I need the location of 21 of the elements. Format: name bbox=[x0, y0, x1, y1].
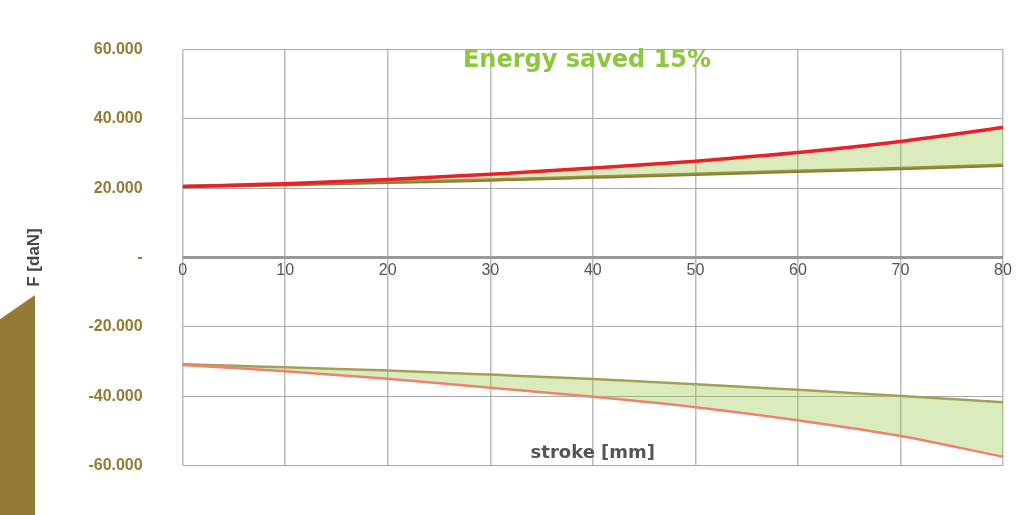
x-tick-label: 50 bbox=[686, 260, 705, 278]
x-tick-label: 70 bbox=[891, 260, 910, 278]
x-tick-label: 80 bbox=[994, 260, 1012, 278]
x-tick-label: 30 bbox=[481, 260, 500, 278]
y-tick-label: -40.000 bbox=[88, 386, 143, 404]
y-tick-label: -60.000 bbox=[88, 455, 143, 473]
annotation: Energy saved 15% bbox=[462, 45, 712, 74]
x-axis-title: stroke [mm] bbox=[530, 441, 656, 463]
y-tick-label: 60.000 bbox=[93, 40, 143, 58]
y-tick-label: 20.000 bbox=[93, 178, 143, 196]
y-tick-label: - bbox=[137, 247, 143, 265]
x-tick-label: 10 bbox=[276, 260, 295, 278]
line-series bbox=[182, 363, 1003, 458]
x-tick-label: 0 bbox=[178, 260, 188, 278]
x-tick-label: 40 bbox=[583, 260, 602, 278]
y-tick-label: 40.000 bbox=[93, 109, 143, 127]
line-series bbox=[182, 362, 1003, 404]
x-tick-label: 20 bbox=[378, 260, 397, 278]
y-axis-title: F [daN] bbox=[23, 228, 43, 287]
x-tick-label: 60 bbox=[789, 260, 807, 278]
y-tick-label: -20.000 bbox=[88, 317, 143, 335]
